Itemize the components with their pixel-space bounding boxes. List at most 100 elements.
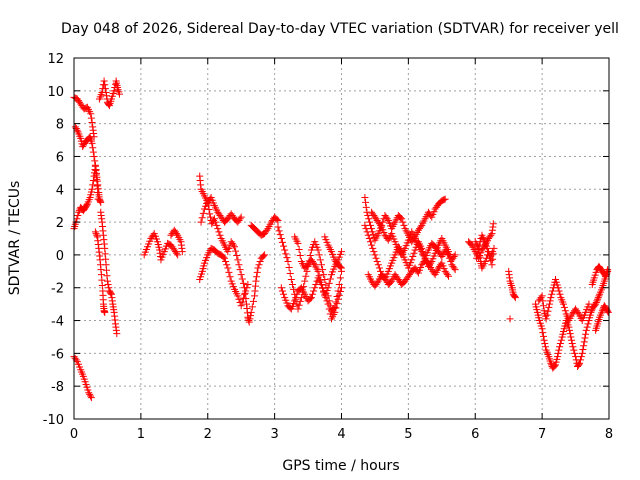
data-point <box>220 254 228 262</box>
data-point <box>273 215 281 223</box>
series-arc-h4 <box>588 262 612 288</box>
data-point <box>361 193 369 201</box>
data-point <box>86 390 94 398</box>
data-point <box>365 215 373 223</box>
data-point <box>317 261 325 269</box>
data-point <box>543 311 551 319</box>
data-point <box>237 271 245 279</box>
y-tick-label: 6 <box>56 150 64 165</box>
data-point <box>87 110 95 118</box>
data-point <box>580 338 588 346</box>
data-point <box>110 87 118 95</box>
data-point <box>445 272 452 280</box>
data-point <box>94 189 102 197</box>
data-point <box>247 312 255 320</box>
data-point <box>245 318 253 326</box>
x-tick-label: 5 <box>404 427 412 442</box>
data-point <box>234 292 242 300</box>
data-point <box>450 253 458 261</box>
series-arc-g2 <box>506 315 514 323</box>
data-point <box>571 349 579 357</box>
data-point <box>331 308 339 316</box>
data-point <box>592 300 600 308</box>
data-point <box>319 266 327 274</box>
data-point <box>594 294 602 302</box>
data-point <box>93 231 101 239</box>
series-arc-d4 <box>321 233 345 272</box>
data-point <box>224 264 232 272</box>
data-point <box>410 249 418 257</box>
data-point <box>225 244 233 252</box>
y-tick-label: 10 <box>47 85 64 100</box>
series-arc-a5 <box>97 208 121 338</box>
x-tick-label: 8 <box>605 427 613 442</box>
data-point <box>555 346 563 354</box>
data-point <box>215 228 223 236</box>
data-point <box>574 308 582 316</box>
data-point <box>539 329 547 337</box>
data-point <box>94 195 102 203</box>
data-point <box>383 215 391 223</box>
data-point <box>319 284 327 292</box>
data-point <box>210 215 218 223</box>
data-point <box>80 141 88 149</box>
data-point <box>557 336 565 344</box>
data-point <box>223 261 231 269</box>
data-point <box>566 326 574 334</box>
data-point <box>397 214 405 222</box>
data-point <box>243 284 251 292</box>
data-point <box>489 220 497 228</box>
data-point <box>398 215 406 223</box>
data-point <box>306 251 314 259</box>
data-point <box>443 271 451 279</box>
data-point <box>576 359 584 367</box>
data-point <box>237 213 245 221</box>
data-point <box>302 272 310 280</box>
x-tick-label: 3 <box>270 427 278 442</box>
data-point <box>539 297 547 305</box>
data-point <box>206 210 214 218</box>
data-point <box>336 263 344 271</box>
data-point <box>409 253 417 261</box>
data-point <box>278 238 286 246</box>
data-point <box>232 247 240 255</box>
data-point <box>443 249 451 257</box>
data-point <box>285 263 293 271</box>
data-point <box>324 300 332 308</box>
data-point <box>282 250 290 258</box>
data-point <box>71 123 79 131</box>
data-point <box>551 362 559 370</box>
series-arc-h3 <box>592 302 612 334</box>
y-tick-label: -2 <box>51 282 64 297</box>
data-point <box>545 303 553 311</box>
data-point <box>556 290 564 298</box>
data-point <box>377 221 385 229</box>
data-point <box>275 227 283 235</box>
data-point <box>310 259 318 267</box>
data-point <box>474 245 482 253</box>
series-arc-b1 <box>140 230 182 264</box>
series-arc-e4 <box>368 208 459 274</box>
data-point <box>294 305 302 313</box>
data-point <box>316 276 324 284</box>
data-point <box>547 294 555 302</box>
data-point <box>475 249 483 257</box>
data-point <box>511 292 519 300</box>
data-point <box>368 241 376 249</box>
data-point <box>326 275 334 283</box>
data-point <box>604 307 612 315</box>
data-point <box>320 271 328 279</box>
data-point <box>336 274 344 282</box>
data-point <box>224 248 232 256</box>
data-point <box>568 340 576 348</box>
data-point <box>104 280 112 288</box>
data-point <box>280 290 288 298</box>
data-point <box>231 243 238 251</box>
data-point <box>101 85 109 93</box>
data-point <box>451 251 459 259</box>
data-point <box>79 143 87 151</box>
data-point <box>317 280 325 288</box>
data-point <box>373 257 381 265</box>
data-point <box>554 284 562 292</box>
